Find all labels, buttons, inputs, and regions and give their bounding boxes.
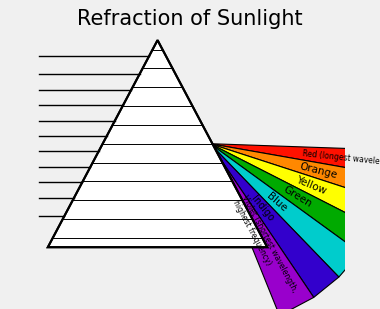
Text: Blue: Blue	[265, 191, 289, 213]
Text: Orange: Orange	[299, 161, 339, 180]
Polygon shape	[48, 40, 267, 247]
Polygon shape	[210, 144, 375, 253]
Polygon shape	[210, 144, 380, 176]
Polygon shape	[210, 144, 314, 309]
Text: Refraction of Sunlight: Refraction of Sunlight	[77, 9, 303, 29]
Text: Yellow: Yellow	[294, 175, 327, 196]
Text: Green: Green	[281, 185, 314, 210]
Text: Indigo: Indigo	[249, 193, 276, 223]
Polygon shape	[210, 144, 380, 228]
Polygon shape	[210, 144, 380, 201]
Polygon shape	[210, 144, 360, 277]
Text: Red (longest wavelength,lowest frequency): Red (longest wavelength,lowest frequency…	[302, 149, 380, 175]
Polygon shape	[210, 144, 339, 297]
Text: Violet (shortest wavelength,
highest frequency): Violet (shortest wavelength, highest fre…	[231, 194, 299, 298]
